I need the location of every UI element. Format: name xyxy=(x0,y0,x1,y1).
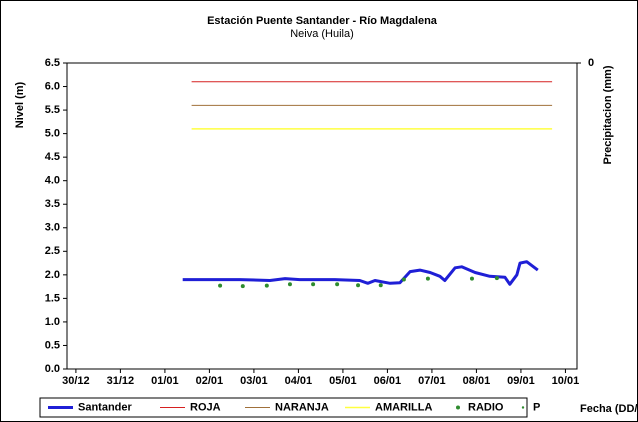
y-tick-label: 2.0 xyxy=(45,269,60,281)
x-tick-label: 31/12 xyxy=(107,375,135,387)
y-tick-label: 6.5 xyxy=(45,57,60,69)
x-tick-label: 07/01 xyxy=(418,375,446,387)
x-tick-label: 09/01 xyxy=(507,375,535,387)
x-tick-label: 05/01 xyxy=(329,375,357,387)
plot-area xyxy=(66,62,578,370)
data-point xyxy=(469,276,474,281)
x-tick-label: 08/01 xyxy=(463,375,491,387)
legend-label: AMARILLA xyxy=(375,401,432,413)
y-tick-label: 3.0 xyxy=(45,222,60,234)
data-point xyxy=(356,283,361,288)
y-tick-label: 3.5 xyxy=(45,198,60,210)
legend-label: ROJA xyxy=(190,401,221,413)
y2-tick-label: 0 xyxy=(588,57,594,69)
y-tick-label: 6.0 xyxy=(45,80,60,92)
y-tick-label: 1.5 xyxy=(45,292,60,304)
chart-subtitle: Neiva (Huila) xyxy=(290,28,354,40)
data-point xyxy=(264,283,269,288)
data-point xyxy=(378,283,383,288)
data-point xyxy=(287,282,292,287)
data-point xyxy=(240,284,245,289)
y-tick-label: 2.5 xyxy=(45,245,60,257)
data-point xyxy=(311,282,316,287)
y-tick-label: 1.0 xyxy=(45,316,60,328)
x-tick-label: 30/12 xyxy=(62,375,90,387)
legend-label: RADIO xyxy=(468,401,504,413)
data-point xyxy=(218,283,223,288)
y-tick-label: 4.0 xyxy=(45,175,60,187)
chart-title: Estación Puente Santander - Río Magdalen… xyxy=(207,15,438,27)
legend-label: NARANJA xyxy=(275,401,329,413)
x-tick-label: 06/01 xyxy=(374,375,402,387)
y-tick-label: 4.5 xyxy=(45,151,60,163)
y-tick-label: 5.5 xyxy=(45,104,60,116)
legend-swatch xyxy=(456,405,460,410)
x-axis-label: Fecha (DD/M/AA) xyxy=(580,403,638,415)
data-point xyxy=(425,276,430,281)
data-point xyxy=(494,276,499,281)
x-tick-label: 01/01 xyxy=(151,375,179,387)
data-point xyxy=(335,282,340,287)
y2-axis-label: Precipitacion (mm) xyxy=(602,65,614,164)
legend-swatch xyxy=(521,406,525,409)
y-tick-label: 0.0 xyxy=(45,363,60,375)
y-tick-label: 0.5 xyxy=(45,339,60,351)
legend xyxy=(39,397,528,418)
x-tick-label: 10/01 xyxy=(552,375,580,387)
y-axis-label: Nivel (m) xyxy=(14,81,26,128)
legend-label: P xyxy=(533,401,540,413)
legend-label: Santander xyxy=(78,401,133,413)
x-tick-label: 04/01 xyxy=(285,375,313,387)
series-line xyxy=(182,260,539,286)
data-point xyxy=(401,277,406,282)
x-tick-label: 03/01 xyxy=(240,375,268,387)
y-tick-label: 5.0 xyxy=(45,128,60,140)
x-tick-label: 02/01 xyxy=(196,375,224,387)
